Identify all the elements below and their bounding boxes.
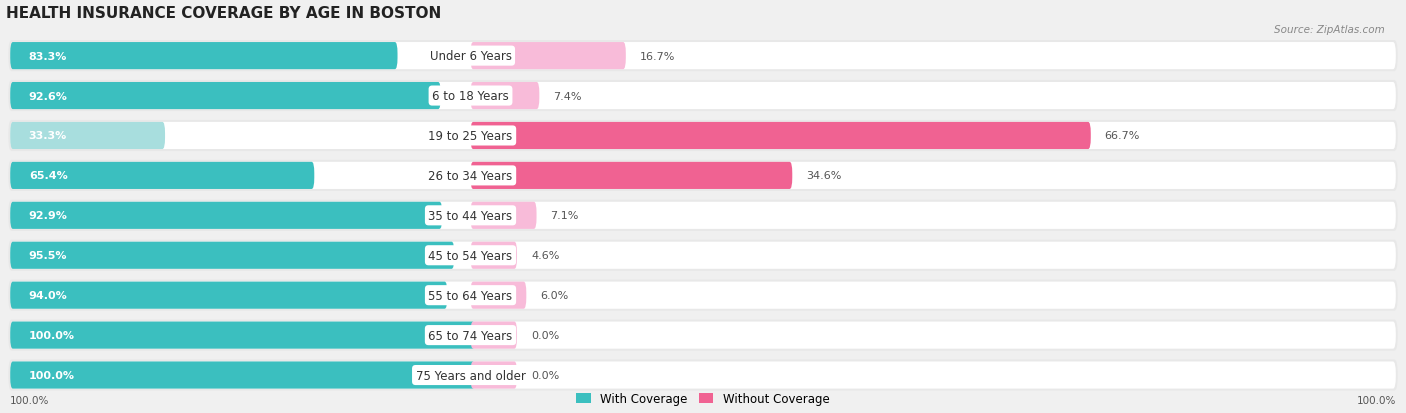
FancyBboxPatch shape	[8, 41, 1398, 72]
Text: 83.3%: 83.3%	[28, 52, 67, 62]
Text: Under 6 Years: Under 6 Years	[429, 50, 512, 63]
Text: 0.0%: 0.0%	[531, 330, 560, 340]
Text: 65 to 74 Years: 65 to 74 Years	[429, 329, 513, 342]
FancyBboxPatch shape	[10, 322, 1396, 349]
Text: 35 to 44 Years: 35 to 44 Years	[429, 209, 513, 222]
FancyBboxPatch shape	[10, 43, 398, 70]
FancyBboxPatch shape	[8, 200, 1398, 231]
FancyBboxPatch shape	[471, 202, 537, 229]
Text: 100.0%: 100.0%	[10, 395, 49, 405]
FancyBboxPatch shape	[471, 282, 526, 309]
FancyBboxPatch shape	[8, 360, 1398, 391]
FancyBboxPatch shape	[471, 322, 517, 349]
FancyBboxPatch shape	[8, 81, 1398, 112]
Text: 45 to 54 Years: 45 to 54 Years	[429, 249, 513, 262]
Text: 66.7%: 66.7%	[1105, 131, 1140, 141]
FancyBboxPatch shape	[10, 123, 1396, 150]
FancyBboxPatch shape	[471, 162, 792, 190]
Text: 16.7%: 16.7%	[640, 52, 675, 62]
FancyBboxPatch shape	[10, 202, 441, 229]
FancyBboxPatch shape	[10, 162, 315, 190]
FancyBboxPatch shape	[8, 121, 1398, 152]
FancyBboxPatch shape	[10, 322, 475, 349]
FancyBboxPatch shape	[10, 43, 1396, 70]
Text: 100.0%: 100.0%	[28, 370, 75, 380]
Text: 92.9%: 92.9%	[28, 211, 67, 221]
FancyBboxPatch shape	[471, 123, 1091, 150]
Text: HEALTH INSURANCE COVERAGE BY AGE IN BOSTON: HEALTH INSURANCE COVERAGE BY AGE IN BOST…	[6, 5, 441, 21]
FancyBboxPatch shape	[8, 160, 1398, 192]
FancyBboxPatch shape	[10, 242, 1396, 269]
Text: 26 to 34 Years: 26 to 34 Years	[429, 169, 513, 183]
FancyBboxPatch shape	[10, 361, 475, 389]
FancyBboxPatch shape	[10, 282, 1396, 309]
Text: 6.0%: 6.0%	[540, 290, 568, 300]
Text: 7.1%: 7.1%	[551, 211, 579, 221]
Text: 6 to 18 Years: 6 to 18 Years	[432, 90, 509, 103]
FancyBboxPatch shape	[10, 83, 1396, 110]
Text: 4.6%: 4.6%	[531, 251, 560, 261]
FancyBboxPatch shape	[471, 43, 626, 70]
Text: 92.6%: 92.6%	[28, 91, 67, 101]
Text: 19 to 25 Years: 19 to 25 Years	[429, 130, 513, 142]
Text: 95.5%: 95.5%	[28, 251, 67, 261]
Text: 7.4%: 7.4%	[554, 91, 582, 101]
Text: 0.0%: 0.0%	[531, 370, 560, 380]
FancyBboxPatch shape	[10, 202, 1396, 229]
FancyBboxPatch shape	[10, 123, 165, 150]
FancyBboxPatch shape	[8, 320, 1398, 351]
FancyBboxPatch shape	[10, 282, 447, 309]
Text: Source: ZipAtlas.com: Source: ZipAtlas.com	[1274, 25, 1385, 35]
FancyBboxPatch shape	[10, 162, 1396, 190]
FancyBboxPatch shape	[8, 240, 1398, 271]
Text: 33.3%: 33.3%	[28, 131, 67, 141]
FancyBboxPatch shape	[471, 83, 540, 110]
Text: 55 to 64 Years: 55 to 64 Years	[429, 289, 513, 302]
FancyBboxPatch shape	[471, 242, 517, 269]
FancyBboxPatch shape	[10, 83, 440, 110]
Text: 100.0%: 100.0%	[28, 330, 75, 340]
Text: 65.4%: 65.4%	[28, 171, 67, 181]
FancyBboxPatch shape	[10, 242, 454, 269]
FancyBboxPatch shape	[8, 280, 1398, 311]
Text: 75 Years and older: 75 Years and older	[416, 369, 526, 382]
Text: 34.6%: 34.6%	[806, 171, 842, 181]
Legend: With Coverage, Without Coverage: With Coverage, Without Coverage	[572, 389, 834, 409]
Text: 100.0%: 100.0%	[1357, 395, 1396, 405]
FancyBboxPatch shape	[471, 361, 517, 389]
FancyBboxPatch shape	[10, 361, 1396, 389]
Text: 94.0%: 94.0%	[28, 290, 67, 300]
